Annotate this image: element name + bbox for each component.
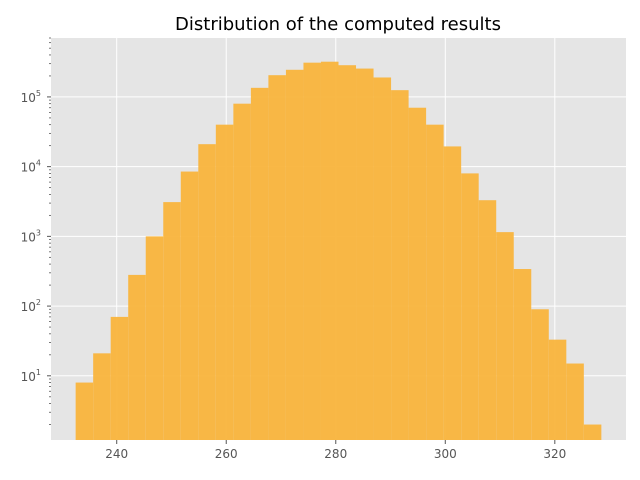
x-tick-label: 260 [215,447,238,461]
y-tick-label: 102 [21,298,41,314]
histogram-bar [356,68,374,440]
y-tick-label: 101 [21,368,41,384]
histogram-bar [320,61,339,440]
minor-ticks [49,37,51,425]
y-tick-label: 104 [21,159,41,175]
histogram-bar [566,363,584,440]
y-tick-label: 103 [21,228,41,244]
histogram-bar [128,274,146,440]
histogram-bar [338,65,357,441]
histogram-bar [496,232,514,440]
histogram-bar [233,103,251,440]
histogram-bar [145,236,164,440]
histogram-bar [110,316,129,440]
histogram-bar [548,339,567,440]
histogram-bar [285,69,304,440]
histogram-bar [303,62,321,441]
histogram-bar [391,90,409,441]
histogram-bar [408,107,427,441]
histogram-bar [93,353,111,440]
x-tick-label: 240 [105,447,128,461]
histogram-bar [461,173,479,440]
y-axis-ticks: 101 102 103 104 105 [21,89,51,384]
histogram-bar [215,124,234,440]
y-tick-label: 105 [21,89,41,105]
histogram-bar [443,146,462,440]
histogram-bar [250,87,269,440]
chart-title: Distribution of the computed results [175,14,501,35]
histogram-bar [373,77,392,440]
x-tick-label: 280 [324,447,347,461]
histogram-bar [531,309,549,440]
histogram-bar [513,269,532,440]
histogram-bar [180,171,199,440]
x-axis-ticks: 240 260 280 300 320 [105,440,566,461]
x-tick-label: 300 [434,447,457,461]
histogram-bar [426,124,444,440]
histogram-bar [583,424,602,440]
histogram-bar [75,382,94,440]
bars [75,61,602,441]
histogram-bar [198,144,216,441]
histogram-bar [163,202,181,440]
x-tick-label: 320 [543,447,566,461]
histogram-bar [478,200,497,440]
histogram-bar [268,75,286,440]
